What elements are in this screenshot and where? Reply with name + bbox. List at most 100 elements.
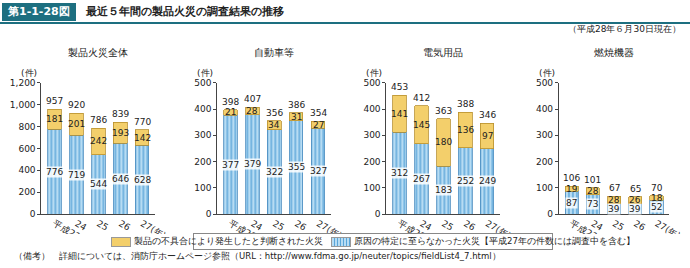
svg-text:25: 25 — [271, 218, 286, 232]
svg-text:0: 0 — [375, 209, 381, 219]
svg-text:28: 28 — [608, 195, 620, 205]
svg-text:0: 0 — [547, 209, 553, 219]
svg-text:26: 26 — [462, 218, 477, 233]
svg-text:106: 106 — [563, 173, 580, 183]
svg-text:379: 379 — [244, 159, 261, 169]
svg-text:200: 200 — [18, 187, 35, 197]
svg-text:136: 136 — [457, 125, 474, 135]
svg-text:34: 34 — [268, 120, 280, 130]
svg-text:267: 267 — [413, 174, 430, 184]
svg-text:24: 24 — [73, 218, 88, 233]
svg-text:0: 0 — [206, 209, 212, 219]
svg-text:719: 719 — [68, 170, 85, 180]
svg-text:354: 354 — [310, 108, 327, 118]
svg-text:97: 97 — [482, 131, 493, 141]
svg-text:180: 180 — [435, 137, 452, 147]
svg-text:18: 18 — [651, 193, 663, 203]
svg-text:181: 181 — [46, 114, 63, 124]
svg-text:770: 770 — [134, 117, 151, 127]
svg-text:燃焼機器: 燃焼機器 — [594, 47, 634, 58]
svg-text:65: 65 — [630, 184, 641, 194]
svg-text:(件): (件) — [366, 68, 382, 78]
svg-text:200: 200 — [194, 157, 211, 167]
svg-text:100: 100 — [363, 183, 380, 193]
svg-text:26: 26 — [293, 218, 308, 233]
svg-text:920: 920 — [68, 100, 85, 110]
svg-text:388: 388 — [457, 99, 474, 109]
svg-text:26: 26 — [632, 218, 647, 233]
svg-text:193: 193 — [112, 128, 129, 138]
svg-text:300: 300 — [363, 130, 380, 140]
svg-text:26: 26 — [117, 218, 132, 233]
svg-text:25: 25 — [95, 218, 110, 232]
svg-text:27(年): 27(年) — [315, 218, 344, 234]
svg-text:249: 249 — [479, 176, 496, 186]
svg-text:356: 356 — [266, 108, 283, 118]
svg-text:(件): (件) — [197, 68, 213, 78]
svg-text:500: 500 — [194, 78, 211, 88]
svg-text:800: 800 — [18, 122, 35, 132]
svg-text:200: 200 — [536, 157, 553, 167]
svg-text:平成23: 平成23 — [51, 218, 82, 234]
svg-text:400: 400 — [194, 104, 211, 114]
svg-text:52: 52 — [651, 202, 662, 212]
svg-text:400: 400 — [363, 104, 380, 114]
svg-text:400: 400 — [536, 104, 553, 114]
svg-text:平成23: 平成23 — [396, 218, 427, 234]
svg-text:100: 100 — [194, 183, 211, 193]
svg-text:21: 21 — [225, 107, 236, 117]
svg-text:386: 386 — [288, 100, 305, 110]
svg-text:412: 412 — [413, 93, 430, 103]
svg-text:19: 19 — [566, 184, 578, 194]
svg-text:27(年): 27(年) — [653, 218, 682, 234]
svg-text:24: 24 — [590, 218, 605, 233]
svg-text:26: 26 — [629, 195, 641, 205]
svg-text:776: 776 — [46, 167, 63, 177]
svg-text:27(年): 27(年) — [139, 218, 168, 234]
svg-text:電気用品: 電気用品 — [423, 47, 463, 58]
svg-text:141: 141 — [391, 109, 408, 119]
svg-text:25: 25 — [440, 218, 455, 232]
svg-text:145: 145 — [413, 120, 430, 130]
svg-text:407: 407 — [244, 94, 261, 104]
svg-text:31: 31 — [291, 112, 302, 122]
svg-text:500: 500 — [536, 78, 553, 88]
svg-text:628: 628 — [134, 175, 151, 185]
svg-text:27: 27 — [313, 120, 324, 130]
svg-text:67: 67 — [609, 183, 620, 193]
svg-text:355: 355 — [288, 162, 305, 172]
svg-text:786: 786 — [90, 115, 107, 125]
svg-text:101: 101 — [584, 175, 601, 185]
svg-text:28: 28 — [246, 106, 258, 116]
svg-text:300: 300 — [194, 130, 211, 140]
svg-text:1,000: 1,000 — [10, 100, 36, 110]
svg-text:957: 957 — [46, 96, 63, 106]
svg-text:自動車等: 自動車等 — [254, 47, 294, 58]
svg-text:544: 544 — [90, 179, 107, 189]
svg-text:453: 453 — [391, 82, 408, 92]
svg-text:平成23: 平成23 — [227, 218, 258, 234]
svg-text:(件): (件) — [539, 68, 555, 78]
svg-text:363: 363 — [435, 106, 452, 116]
svg-text:製品火災全体: 製品火災全体 — [68, 47, 128, 58]
svg-text:201: 201 — [68, 119, 85, 129]
svg-text:24: 24 — [418, 218, 433, 233]
svg-text:500: 500 — [363, 78, 380, 88]
svg-text:1,200: 1,200 — [10, 78, 36, 88]
svg-text:377: 377 — [222, 160, 239, 170]
svg-text:87: 87 — [566, 198, 577, 208]
svg-text:646: 646 — [112, 174, 129, 184]
svg-text:400: 400 — [18, 165, 35, 175]
svg-text:24: 24 — [249, 218, 264, 233]
svg-text:（平成28年６月30日現在）: （平成28年６月30日現在） — [568, 24, 681, 34]
svg-text:346: 346 — [479, 110, 496, 120]
svg-text:73: 73 — [587, 199, 598, 209]
svg-text:252: 252 — [457, 176, 474, 186]
svg-text:322: 322 — [266, 167, 283, 177]
svg-text:25: 25 — [611, 218, 626, 232]
svg-text:70: 70 — [651, 183, 663, 193]
svg-text:242: 242 — [90, 136, 107, 146]
svg-text:600: 600 — [18, 144, 35, 154]
svg-text:39: 39 — [629, 204, 641, 214]
svg-text:327: 327 — [310, 166, 327, 176]
